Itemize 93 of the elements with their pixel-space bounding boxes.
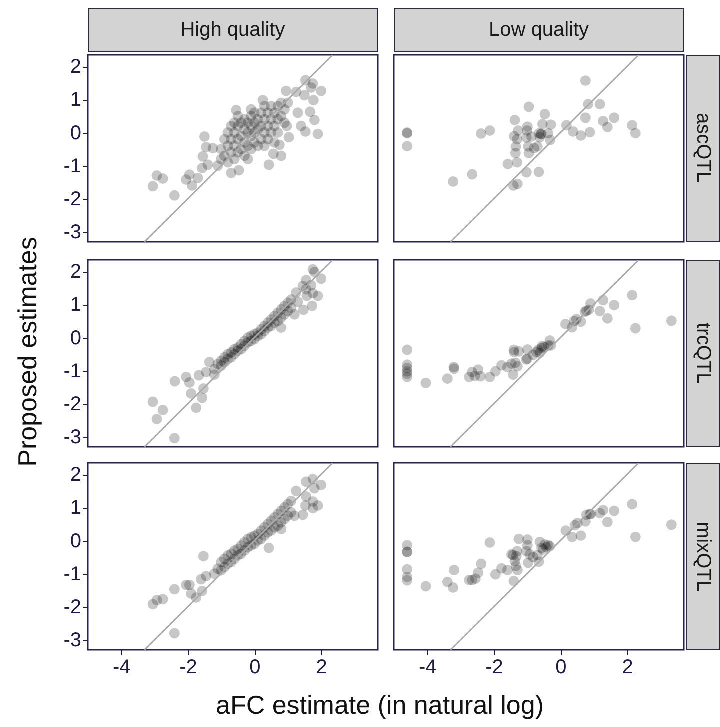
point (609, 112, 620, 124)
x-tick-label: 2 (622, 656, 634, 678)
point (510, 114, 520, 126)
y-tick-label: -3 (64, 222, 82, 244)
point (602, 313, 613, 324)
point (609, 300, 620, 311)
point (510, 148, 521, 159)
point (594, 99, 606, 110)
point (630, 532, 641, 542)
y-tick-label: -2 (64, 393, 82, 416)
chart-title: Low quality (394, 8, 684, 52)
point (666, 520, 677, 530)
point (512, 361, 523, 372)
point (584, 127, 596, 138)
point (666, 316, 677, 326)
point (602, 517, 613, 528)
point (630, 323, 641, 334)
y2-axis-title: trcQTL (686, 260, 720, 447)
y-tick-label: -3 (64, 630, 82, 652)
point (532, 141, 543, 152)
point (602, 122, 613, 132)
y-tick-label: 0 (70, 122, 82, 144)
x-tick-label: 0 (250, 656, 261, 678)
y-tick-label: -2 (64, 188, 82, 210)
x-tick-label: -4 (418, 656, 437, 678)
y-tick-label: -1 (64, 563, 82, 586)
point (476, 128, 487, 140)
point (576, 130, 586, 141)
point (475, 371, 486, 382)
point (627, 290, 638, 301)
point (512, 157, 523, 168)
x-tick-label: -2 (180, 656, 198, 678)
y-tick-label: 0 (70, 327, 82, 350)
x-tick-label: 2 (316, 656, 328, 678)
point (534, 166, 544, 178)
point (484, 538, 496, 548)
x-tick-label: -4 (112, 656, 131, 678)
x-axis-title: aFC estimate (in natural log) (214, 690, 546, 721)
y-tick-label: 2 (70, 261, 82, 284)
y-tick-label: 1 (70, 89, 82, 112)
y-tick-label: -2 (64, 596, 82, 618)
point (568, 126, 579, 138)
point (420, 378, 432, 388)
point (627, 120, 638, 131)
point (580, 76, 591, 86)
point (508, 370, 519, 380)
point (594, 306, 606, 317)
point (514, 346, 524, 357)
point (467, 169, 478, 180)
x-tick-label: -2 (486, 656, 504, 678)
y-tick-label: 0 (70, 530, 82, 552)
x-tick-label: 0 (556, 656, 567, 678)
point (502, 565, 513, 576)
point (567, 532, 578, 542)
point (630, 128, 641, 139)
point (512, 565, 523, 576)
point (524, 102, 534, 112)
point (502, 158, 514, 170)
y-tick-label: 1 (70, 294, 82, 316)
point (511, 551, 522, 562)
point (514, 534, 524, 544)
point (448, 582, 459, 594)
y-tick-label: 2 (70, 464, 82, 486)
point (442, 374, 453, 384)
point (576, 530, 586, 542)
point (420, 581, 432, 592)
point (448, 176, 459, 187)
y2-axis-title: ascQTL (686, 55, 720, 242)
point (402, 372, 413, 382)
chart-title: High quality (88, 8, 378, 52)
point (402, 141, 413, 152)
point (476, 558, 487, 570)
y-tick-label: -3 (64, 426, 82, 449)
point (598, 505, 609, 516)
point (473, 568, 484, 578)
y-tick-label: 2 (70, 56, 82, 78)
point (540, 109, 550, 120)
point (449, 565, 460, 576)
point (534, 132, 546, 143)
point (402, 575, 413, 586)
point (484, 126, 496, 136)
point (580, 112, 591, 124)
y-tick-label: -1 (64, 360, 82, 382)
point (508, 576, 520, 586)
point (627, 499, 638, 510)
y-tick-label: -1 (64, 155, 82, 178)
y-tick-label: 1 (70, 497, 82, 520)
y2-axis-title: mixQTL (686, 463, 720, 650)
point (512, 178, 523, 190)
point (402, 344, 413, 356)
point (546, 120, 556, 130)
y-axis-title: Proposed estimates (12, 237, 44, 467)
point (609, 506, 620, 516)
